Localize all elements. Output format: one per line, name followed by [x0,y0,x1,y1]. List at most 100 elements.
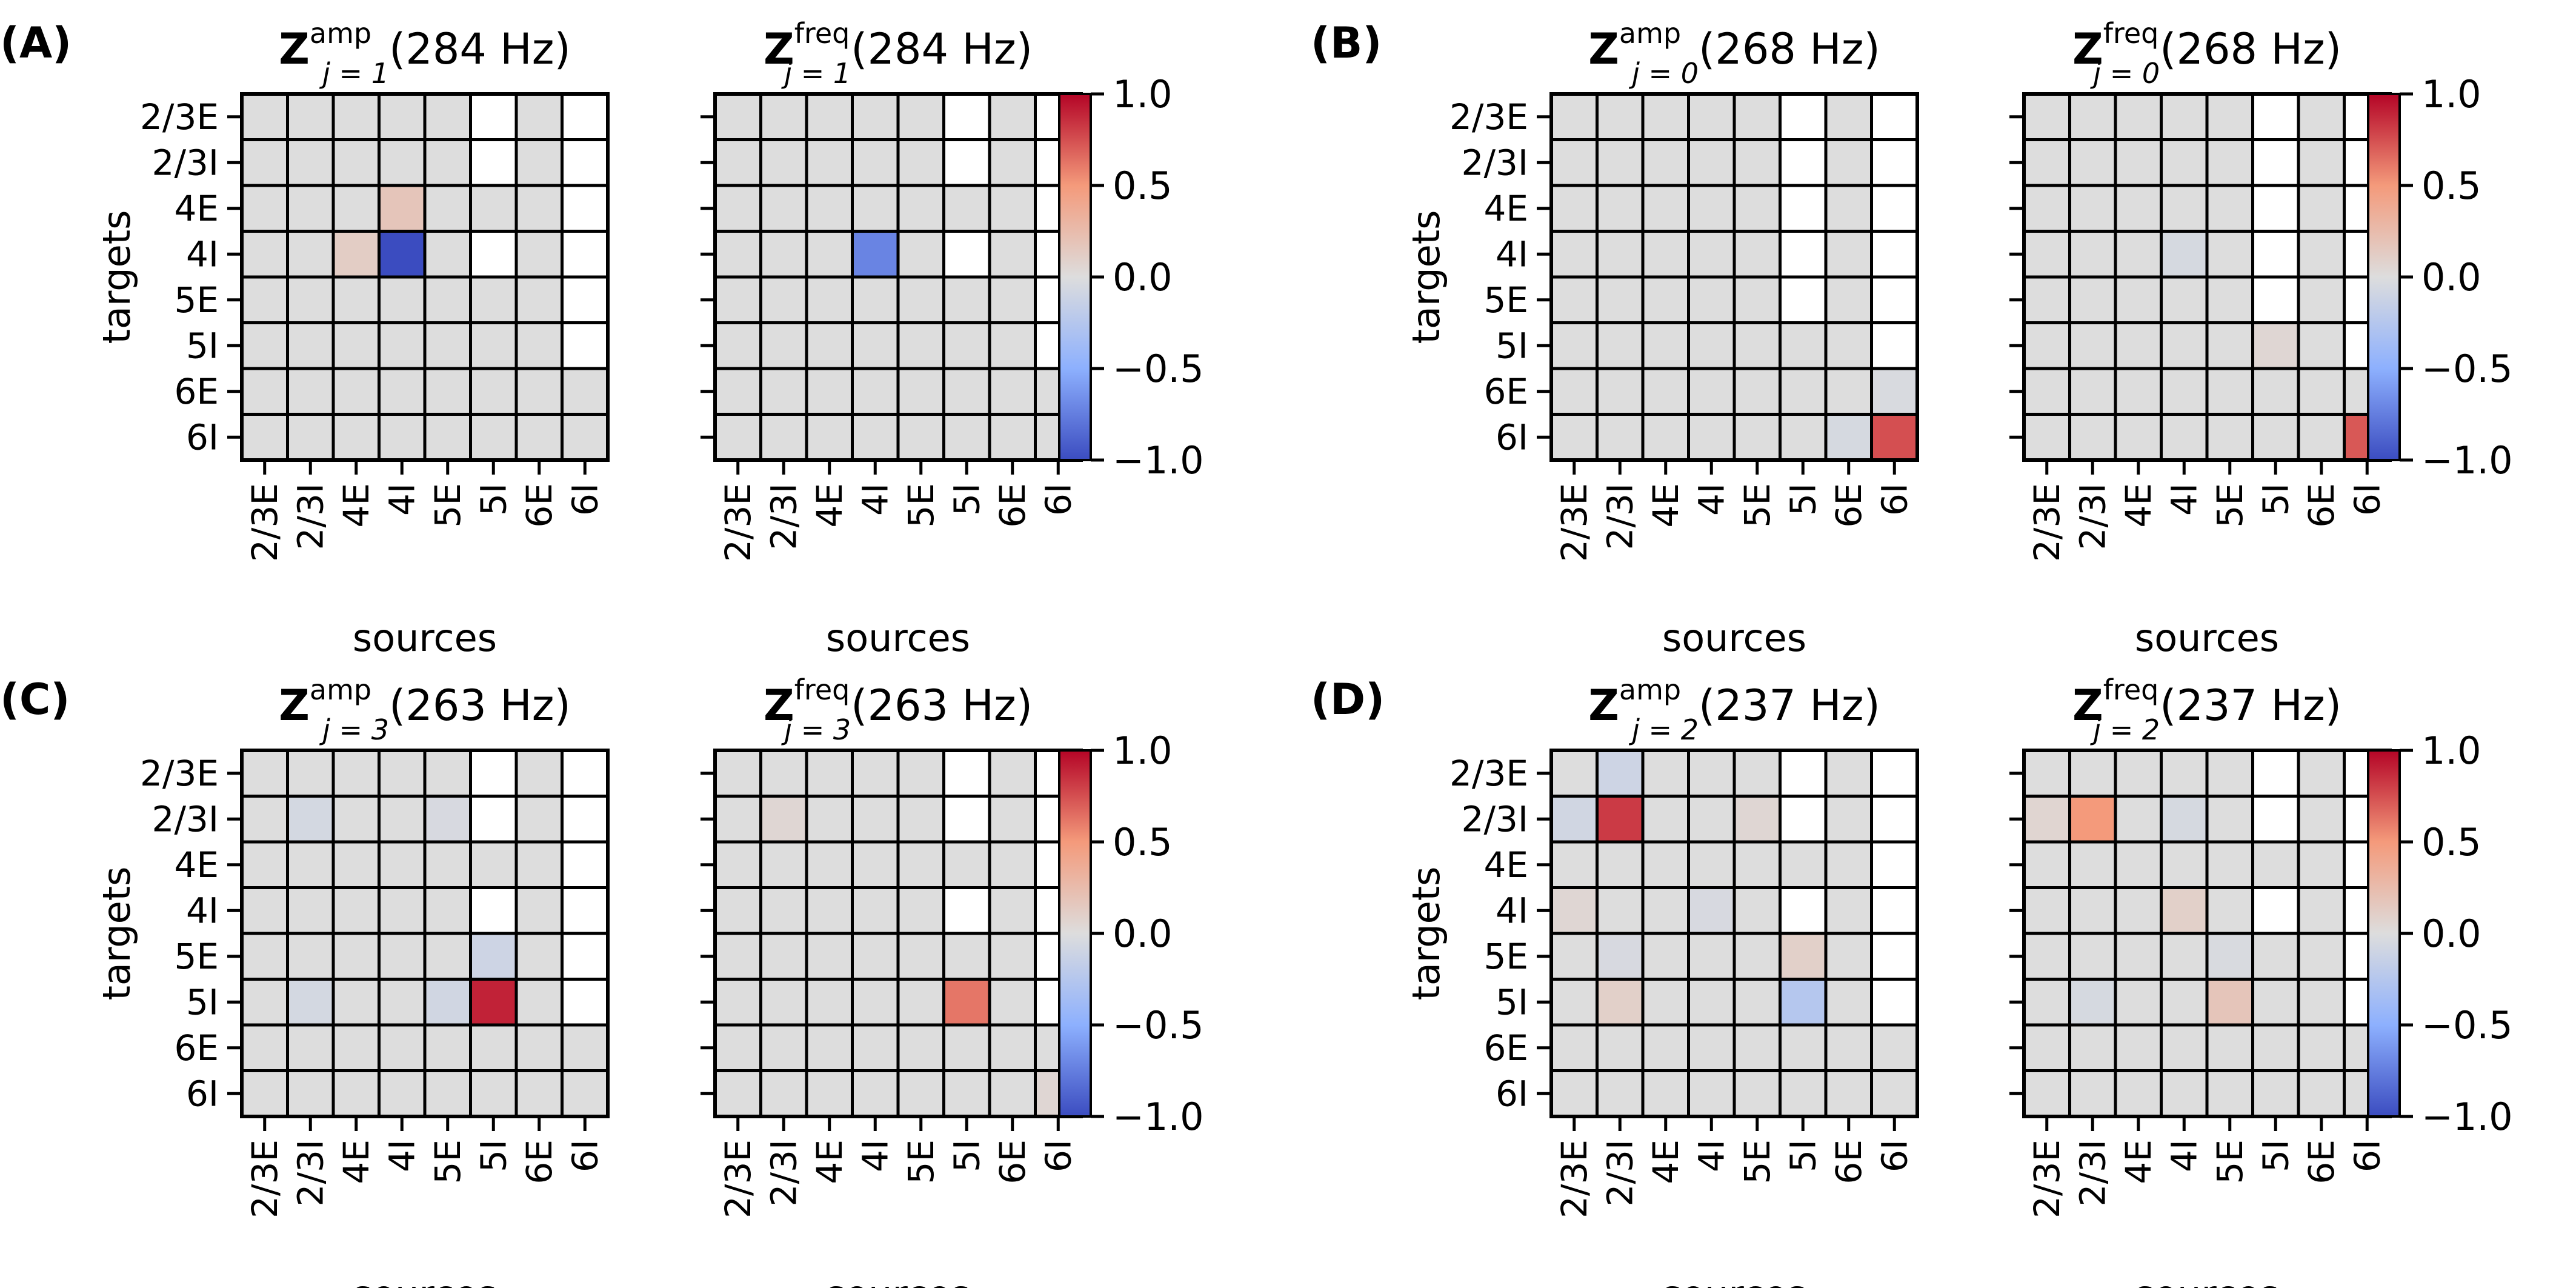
colorbar-tick-label: −1.0 [1113,438,1204,482]
x-tick-label: 2/3I [290,483,331,550]
heatmap-cell [1596,413,1645,462]
heatmap-cell [759,886,808,935]
heatmap-cell [2068,886,2117,935]
heatmap-cell [1687,413,1736,462]
heatmap-cell [1870,138,1919,187]
x-tick-label: 2/3I [763,1140,804,1206]
x-tick-label: 5I [946,1140,987,1172]
heatmap-cell [1824,275,1873,324]
heatmap-cell [514,932,564,981]
heatmap-cell [2068,840,2117,889]
heatmap-cell [2297,932,2346,981]
heatmap-cell [942,413,991,462]
heatmap-cell [2022,978,2071,1027]
x-tick-label: 2/3I [1599,483,1640,550]
y-axis-label: targets [1404,867,1448,1001]
panel-tag: (A) [0,18,72,68]
heatmap-cell [1779,413,1828,462]
heatmap-cell [2205,413,2254,462]
heatmap-cell [896,978,945,1027]
heatmap-cell [1641,886,1690,935]
heatmap-cell [469,749,518,798]
heatmap-cell [2114,92,2163,141]
heatmap-cell [561,795,610,844]
x-tick-label: 2/3E [717,483,759,562]
matrix-title: Zfreq j = 0(268 Hz) [2072,17,2341,90]
heatmap-cell [896,275,945,324]
heatmap-cell [1549,275,1599,324]
heatmap-cell [805,840,854,889]
heatmap-cell [713,138,762,187]
x-axis-label: sources [2135,1272,2279,1288]
heatmap-cell [2297,367,2346,416]
heatmap-cell [240,275,289,324]
x-tick-label: 6E [992,1140,1033,1184]
heatmap-cell [2114,1069,2163,1118]
x-tick-label: 6I [2346,1140,2388,1172]
heatmap-cell [469,275,518,324]
heatmap-cell [331,795,381,844]
heatmap-cell [1779,795,1828,844]
heatmap-cell [2251,321,2300,370]
x-tick-label: 6I [564,483,605,516]
x-tick-label: 6E [519,483,560,528]
heatmap-cell [1732,978,1782,1027]
y-axis-label: targets [95,867,139,1001]
heatmap-cell [2022,230,2071,279]
heatmap-cell [240,367,289,416]
heatmap-cell [1824,932,1873,981]
y-tick-label: 6E [174,371,219,412]
heatmap-cell [988,840,1037,889]
heatmap-cell [561,840,610,889]
heatmap-cell [2297,230,2346,279]
y-tick-label: 6E [174,1027,219,1069]
heatmap-cell [423,275,472,324]
heatmap-cell [514,1069,564,1118]
heatmap-cell [2022,840,2071,889]
heatmap-cell [851,275,900,324]
x-tick-label: 4E [2118,1140,2159,1184]
x-axis-label: sources [1662,1272,1806,1288]
heatmap-cell [514,840,564,889]
heatmap-cell [2160,138,2209,187]
heatmap-cell [1596,749,1645,798]
heatmap-cell [2205,321,2254,370]
heatmap-cell [469,184,518,233]
heatmap-cell [2160,230,2209,279]
heatmap-cell [805,92,854,141]
heatmap-cell [851,184,900,233]
heatmap-cell [331,321,381,370]
x-tick-label: 4E [2118,483,2159,528]
heatmap-cell [1596,367,1645,416]
heatmap-cell [286,230,335,279]
heatmap-cell [1641,138,1690,187]
heatmap-cell [1824,321,1873,370]
heatmap-cell [713,367,762,416]
matrix-title: Zfreq j = 2(237 Hz) [2072,673,2341,746]
heatmap-cell [2251,413,2300,462]
heatmap-cell [1732,321,1782,370]
x-tick-label: 5I [473,1140,514,1172]
heatmap-cell [805,184,854,233]
heatmap-cell [1596,184,1645,233]
heatmap-cell [896,886,945,935]
colorbar-tick-label: −1.0 [2421,438,2513,482]
heatmap-cell [942,795,991,844]
x-tick-label: 4E [336,1140,377,1184]
heatmap-cell [896,230,945,279]
heatmap-cell [1687,886,1736,935]
heatmap-cell [561,230,610,279]
colorbar-tick-label: −1.0 [1113,1095,1204,1139]
heatmap-cell [2114,749,2163,798]
heatmap-cell [469,1023,518,1072]
x-tick-label: 2/3I [2072,483,2113,550]
heatmap-cell [1641,230,1690,279]
heatmap-cell [1687,184,1736,233]
heatmap-cell [942,92,991,141]
heatmap-cell [1732,1023,1782,1072]
heatmap-cell [286,886,335,935]
x-tick-label: 6E [1828,483,1869,528]
heatmap-cell [378,1069,427,1118]
y-tick-label: 6I [1496,416,1528,458]
